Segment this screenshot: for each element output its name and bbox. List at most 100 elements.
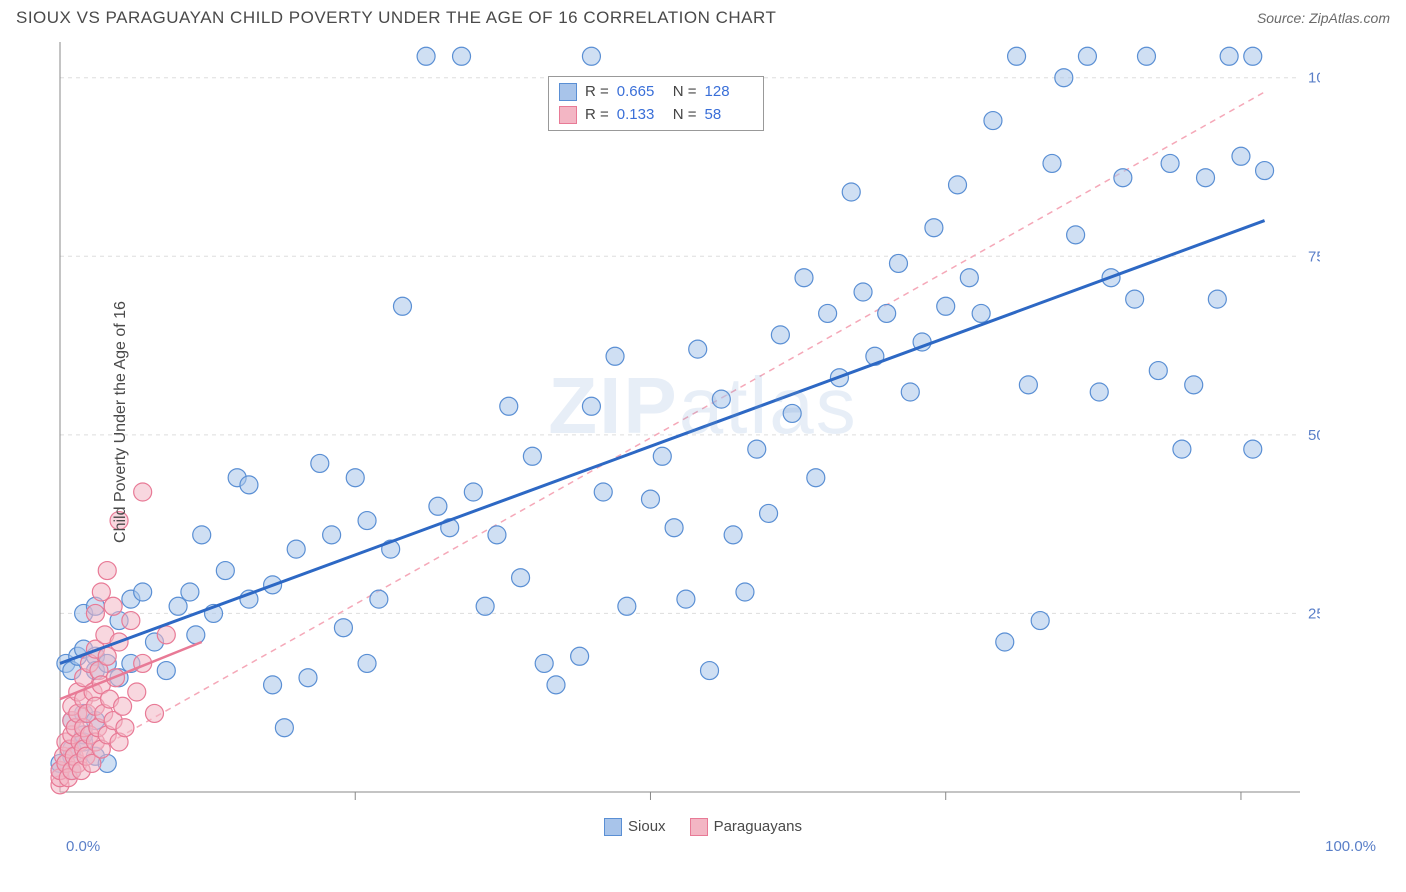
data-point [960,269,978,287]
data-point [1078,47,1096,65]
data-point [346,469,364,487]
data-point [547,676,565,694]
stats-r-value: 0.665 [617,81,665,104]
stats-n-label: N = [673,81,697,104]
legend-label: Sioux [628,818,666,835]
data-point [571,647,589,665]
data-point [1232,147,1250,165]
data-point [748,440,766,458]
data-point [1244,47,1262,65]
stats-row-paraguayans: R =0.133N =58 [559,104,753,127]
data-point [641,490,659,508]
data-point [1256,162,1274,180]
data-point [476,597,494,615]
chart-area: Child Poverty Under the Age of 16 25.0% 5… [10,32,1396,812]
data-point [1126,290,1144,308]
y-tick-label: 25.0% [1308,605,1320,622]
data-point [275,719,293,737]
source-label: Source: [1257,10,1305,26]
data-point [1185,376,1203,394]
data-point [193,526,211,544]
data-point [783,404,801,422]
data-point [736,583,754,601]
data-point [1055,69,1073,87]
data-point [311,454,329,472]
data-point [98,647,116,665]
data-point [216,562,234,580]
data-point [1220,47,1238,65]
chart-source: Source: ZipAtlas.com [1257,10,1390,26]
data-point [1137,47,1155,65]
data-point [417,47,435,65]
data-point [712,390,730,408]
data-point [949,176,967,194]
data-point [1173,440,1191,458]
data-point [523,447,541,465]
data-point [689,340,707,358]
stats-r-value: 0.133 [617,104,665,127]
data-point [393,297,411,315]
legend-label: Paraguayans [714,818,802,835]
data-point [1149,362,1167,380]
stats-swatch [559,83,577,101]
data-point [128,683,146,701]
data-point [122,612,140,630]
chart-title: SIOUX VS PARAGUAYAN CHILD POVERTY UNDER … [16,8,776,28]
data-point [453,47,471,65]
source-value: ZipAtlas.com [1309,10,1390,26]
data-point [1090,383,1108,401]
data-point [1031,612,1049,630]
data-point [1114,169,1132,187]
data-point [760,504,778,522]
data-point [1208,290,1226,308]
data-point [795,269,813,287]
data-point [145,704,163,722]
data-point [1043,154,1061,172]
data-point [370,590,388,608]
data-point [169,597,187,615]
x-axis-min-label: 0.0% [66,838,100,855]
data-point [488,526,506,544]
data-point [134,483,152,501]
data-point [114,697,132,715]
data-point [464,483,482,501]
data-point [854,283,872,301]
y-axis-label: Child Poverty Under the Age of 16 [112,301,130,543]
data-point [842,183,860,201]
data-point [157,626,175,644]
data-point [937,297,955,315]
y-tick-label: 50.0% [1308,427,1320,444]
legend-item-paraguayans: Paraguayans [690,818,802,836]
data-point [594,483,612,501]
data-point [1008,47,1026,65]
data-point [334,619,352,637]
data-point [358,654,376,672]
series-sioux [51,47,1274,779]
stats-n-label: N = [673,104,697,127]
stats-row-sioux: R =0.665N =128 [559,81,753,104]
trend-line-sioux [60,221,1265,664]
data-point [104,597,122,615]
data-point [1067,226,1085,244]
data-point [972,304,990,322]
data-point [181,583,199,601]
stats-n-value: 58 [705,104,753,127]
data-point [925,219,943,237]
data-point [1244,440,1262,458]
data-point [984,112,1002,130]
legend-bottom: Sioux Paraguayans [0,818,1406,836]
data-point [618,597,636,615]
data-point [653,447,671,465]
data-point [606,347,624,365]
data-point [116,719,134,737]
data-point [500,397,518,415]
data-point [1197,169,1215,187]
data-point [1019,376,1037,394]
data-point [299,669,317,687]
data-point [901,383,919,401]
data-point [264,676,282,694]
data-point [287,540,305,558]
data-point [187,626,205,644]
correlation-stats-box: R =0.665N =128R =0.133N =58 [548,76,764,131]
data-point [323,526,341,544]
